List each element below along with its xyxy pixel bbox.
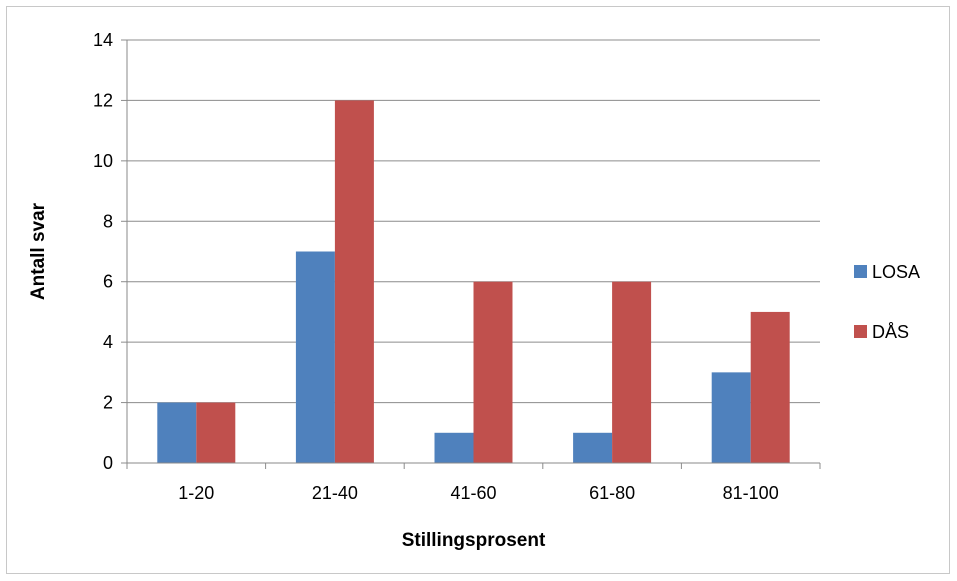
y-tick-label: 6 <box>103 272 113 292</box>
bar-dås-41-60 <box>473 281 513 463</box>
x-tick-label: 1-20 <box>178 483 214 503</box>
y-tick-label: 8 <box>103 211 113 231</box>
y-tick-label: 14 <box>93 30 113 50</box>
legend: LOSA DÅS <box>854 262 920 342</box>
bar-losa-1-20 <box>157 402 197 463</box>
legend-label-dås: DÅS <box>872 322 909 342</box>
x-tick-label: 61-80 <box>589 483 635 503</box>
y-tick-label: 0 <box>103 453 113 473</box>
bar-losa-21-40 <box>295 251 335 463</box>
y-tick-label: 4 <box>103 332 113 352</box>
bar-losa-81-100 <box>711 372 751 463</box>
bar-losa-61-80 <box>573 432 613 463</box>
legend-swatch-losa <box>854 265 867 278</box>
axes <box>126 40 820 464</box>
x-tick-label: 41-60 <box>450 483 496 503</box>
x-tick-label: 21-40 <box>312 483 358 503</box>
bar-dås-1-20 <box>196 402 236 463</box>
bar-dås-81-100 <box>750 311 790 463</box>
bar-dås-61-80 <box>612 281 652 463</box>
bar-losa-41-60 <box>434 432 474 463</box>
bars <box>157 100 790 463</box>
y-tick-label: 12 <box>93 90 113 110</box>
legend-label-losa: LOSA <box>872 262 920 282</box>
x-tick-label: 81-100 <box>723 483 779 503</box>
bar-dås-21-40 <box>334 100 374 463</box>
x-axis-title: Stillingsprosent <box>402 530 546 551</box>
y-axis-title: Antall svar <box>28 202 49 300</box>
y-tick-labels: 0 2 4 6 8 10 12 14 <box>93 30 113 473</box>
legend-swatch-dås <box>854 325 867 338</box>
y-tick-label: 2 <box>103 393 113 413</box>
y-tick-label: 10 <box>93 151 113 171</box>
x-tick-labels: 1-20 21-40 41-60 61-80 81-100 <box>178 483 778 503</box>
